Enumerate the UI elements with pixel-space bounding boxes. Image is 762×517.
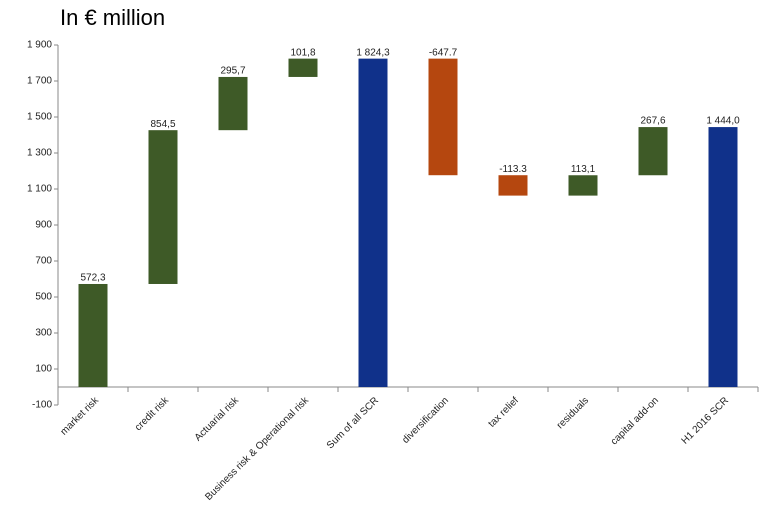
bar (428, 58, 458, 176)
y-tick-label: 1 100 (27, 184, 52, 195)
y-tick-label: 1 500 (27, 112, 52, 123)
bar (568, 175, 598, 196)
data-label: 572,3 (80, 273, 105, 284)
bar (218, 76, 248, 131)
y-tick-label: 700 (35, 256, 52, 267)
y-tick-label: 300 (35, 328, 52, 339)
data-label: 267,6 (640, 116, 665, 127)
y-tick-label: 900 (35, 220, 52, 231)
chart-title: In € million (60, 5, 165, 30)
x-tick-label: market risk (59, 395, 102, 438)
y-tick-label: 100 (35, 364, 52, 375)
x-tick-label: Sum of all SCR (325, 395, 381, 451)
y-tick-label: 1 900 (27, 40, 52, 51)
data-label: 113,1 (571, 164, 596, 175)
y-tick-label: -100 (32, 400, 52, 411)
data-label: 854,5 (150, 119, 175, 130)
data-label: 101,8 (290, 47, 315, 58)
x-tick-label: tax relief (486, 395, 521, 430)
bar (358, 58, 388, 387)
x-tick-label: diversification (400, 395, 451, 446)
x-tick-label: H1 2016 SCR (680, 395, 731, 446)
x-tick-label: residuals (555, 395, 591, 431)
x-tick-label: capital add-on (609, 395, 661, 447)
data-label: -647.7 (429, 47, 458, 58)
data-label: 1 444,0 (706, 116, 740, 127)
data-label: 1 824,3 (356, 47, 390, 58)
bar (638, 127, 668, 176)
bar (498, 175, 528, 196)
y-tick-label: 1 300 (27, 148, 52, 159)
bar (708, 127, 738, 387)
x-tick-label: credit risk (133, 395, 172, 434)
x-tick-label: Actuarial risk (193, 395, 242, 444)
bar (78, 283, 108, 387)
y-tick-label: 1 700 (27, 76, 52, 87)
data-label: 295,7 (220, 66, 245, 77)
bar (148, 130, 178, 284)
bar (288, 58, 318, 77)
y-tick-label: 500 (35, 292, 52, 303)
data-label: -113.3 (499, 164, 527, 175)
